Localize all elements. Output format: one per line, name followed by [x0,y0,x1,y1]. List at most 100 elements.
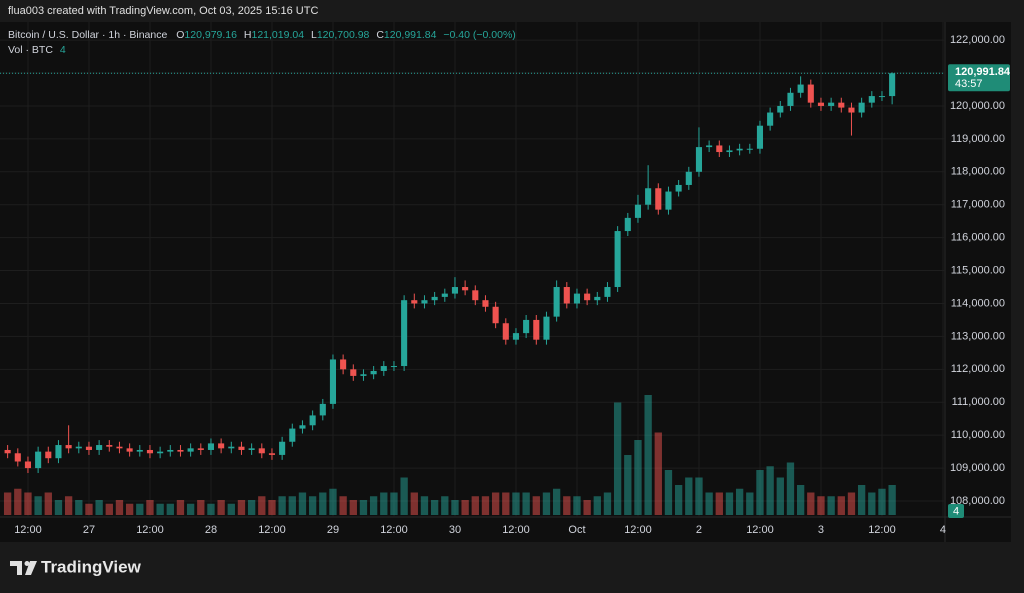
volume-bar [44,492,52,515]
logo [10,561,22,575]
logo [24,561,30,566]
candle-body [787,92,794,106]
y-tick-label: 110,000.00 [951,429,1005,441]
candle-body [665,191,672,210]
volume-bar [563,496,571,515]
x-tick-label: 12:00 [258,524,286,536]
volume-bar [583,500,591,515]
candle-body [421,300,428,304]
candle-body [604,287,611,297]
candle-body [157,451,164,454]
volume-bar [105,503,113,515]
candle-body [45,451,52,459]
volume-bar [654,432,662,515]
volume-bar [817,496,825,515]
candle-body [553,287,560,317]
candle-body [390,366,398,368]
candle-body [777,105,784,113]
brand: TradingView [10,557,142,576]
candle-body [441,293,448,297]
candle-body [96,445,103,450]
x-tick-label: Oct [568,524,585,536]
grid [0,22,945,517]
volume-bar [308,496,317,515]
volume-bar [64,496,73,515]
candle-body [146,449,154,454]
volume-bar [339,496,347,515]
volume-bar [369,496,378,515]
volume-bar [258,496,266,515]
y-tick-label: 114,000.00 [951,297,1005,309]
volume-box [948,504,964,518]
candle-body [573,293,581,304]
volume-bar [247,500,256,515]
price-label: 120,991.84 [955,66,1011,78]
candle-body [767,112,774,126]
candle-body [218,443,225,449]
volume-bar [166,503,174,515]
volume-bar [847,492,856,515]
credit: flua003 created with TradingView.com, Oc… [8,5,318,17]
candle-body [24,461,32,469]
legend-key: H [244,29,252,41]
legend-value: 120,700.98 [317,29,370,41]
volume-bar [75,500,83,515]
volume-bar [390,492,398,515]
volume-bar [603,492,612,515]
candle-body [614,231,621,288]
volume-bar [136,503,144,515]
candle-body [512,333,520,340]
legend-value: 120,991.84 [384,29,437,41]
x-tick-label: 12:00 [868,524,896,536]
volume-bar [288,496,296,515]
volume-bar [14,488,22,515]
candle-body [248,448,255,450]
candle-body [868,96,875,103]
x-tick-label: 12:00 [380,524,408,536]
candle-body [299,425,306,429]
candle-body [258,448,265,454]
candle-body [472,290,479,301]
volume-name: Vol · BTC [8,44,53,56]
volume-bar [278,496,286,515]
legend-key: C [376,29,384,41]
candle-body [462,287,469,291]
candle-body [624,217,631,232]
volume-bar [359,500,368,515]
volume-legend: Vol · BTC 4 [8,44,66,56]
volume-bar [695,477,703,515]
candle-body [685,171,692,185]
candle-body [126,448,133,452]
candle-body [695,147,703,172]
volume-bar [491,492,500,515]
volume-bar [156,503,164,515]
volume-bar [542,492,551,515]
candle-body [309,415,316,426]
volume-label: 4 [953,505,959,517]
volume-bar [685,477,693,515]
volume-bar [227,503,235,515]
volume-bar [766,466,774,515]
candle-body [543,316,550,340]
candle-body [756,125,764,149]
candle-body [584,293,591,301]
volume-bar [349,500,357,515]
x-tick-label: 29 [327,524,339,536]
candle-body [116,446,123,449]
candle-body [268,453,276,455]
volume-bar [471,496,479,515]
y-tick-label: 120,000.00 [950,100,1005,112]
candle-body [360,374,367,376]
volume-bar [268,500,276,515]
candle-body [207,443,215,450]
candle-body [55,445,62,459]
volume-bar [441,496,449,515]
volume-bar [115,500,124,515]
candle-body [848,107,855,113]
volume-bar [34,496,42,515]
x-tick-label: 12:00 [136,524,164,536]
x-tick-label: 12:00 [502,524,530,536]
legend: Bitcoin / U.S. Dollar · 1h · Binance O12… [8,29,516,41]
y-tick-label: 117,000.00 [951,199,1005,211]
volume-bar [512,492,520,515]
